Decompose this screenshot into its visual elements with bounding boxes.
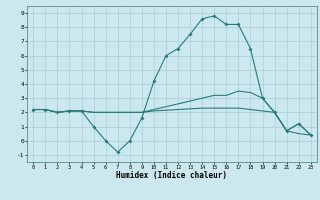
X-axis label: Humidex (Indice chaleur): Humidex (Indice chaleur) xyxy=(116,171,228,180)
